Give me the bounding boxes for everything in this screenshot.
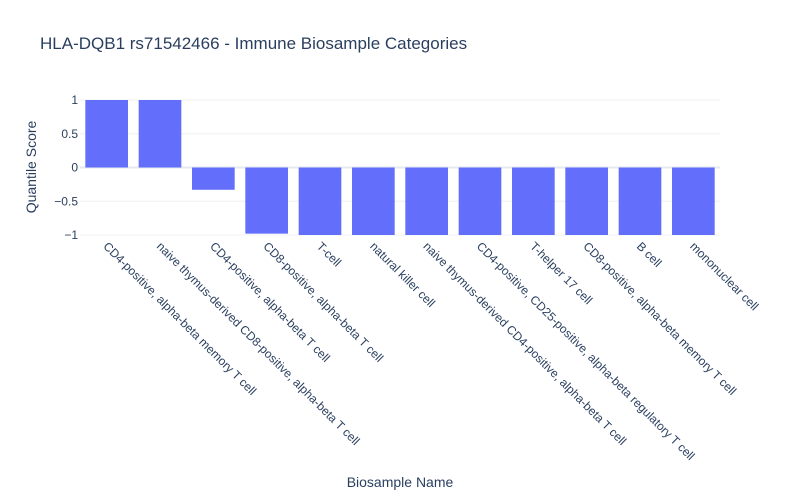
x-tick-label: T-cell: [314, 239, 344, 269]
bar[interactable]: [672, 168, 715, 236]
bar[interactable]: [352, 168, 395, 236]
x-tick-label: CD4-positive, CD25-positive, alpha-beta …: [474, 239, 698, 463]
bar[interactable]: [139, 100, 182, 168]
y-tick-labels: 1 0.5 0 −0.5 −1: [54, 93, 78, 242]
bar[interactable]: [85, 100, 128, 168]
x-tick-label: B cell: [634, 239, 665, 270]
bar[interactable]: [565, 168, 608, 236]
bar[interactable]: [192, 168, 235, 190]
bar[interactable]: [619, 168, 662, 236]
x-axis-title: Biosample Name: [347, 474, 454, 490]
y-tick-label: 0: [71, 161, 78, 175]
bar[interactable]: [245, 168, 288, 234]
bar[interactable]: [512, 168, 555, 236]
y-tick-label: 1: [71, 93, 78, 107]
bar[interactable]: [459, 168, 502, 236]
y-tick-label: −0.5: [54, 194, 78, 208]
x-tick-label: naive thymus-derived CD8-positive, alpha…: [154, 239, 363, 448]
y-tick-label: 0.5: [61, 127, 78, 141]
x-tick-label: mononuclear cell: [687, 239, 761, 313]
y-axis-title: Quantile Score: [23, 120, 39, 213]
bar[interactable]: [405, 168, 448, 236]
x-tick-label: naive thymus-derived CD4-positive, alpha…: [421, 239, 630, 448]
y-tick-label: −1: [64, 228, 78, 242]
x-tick-labels: CD4-positive, alpha-beta memory T cellna…: [101, 239, 762, 463]
bar[interactable]: [299, 168, 342, 236]
